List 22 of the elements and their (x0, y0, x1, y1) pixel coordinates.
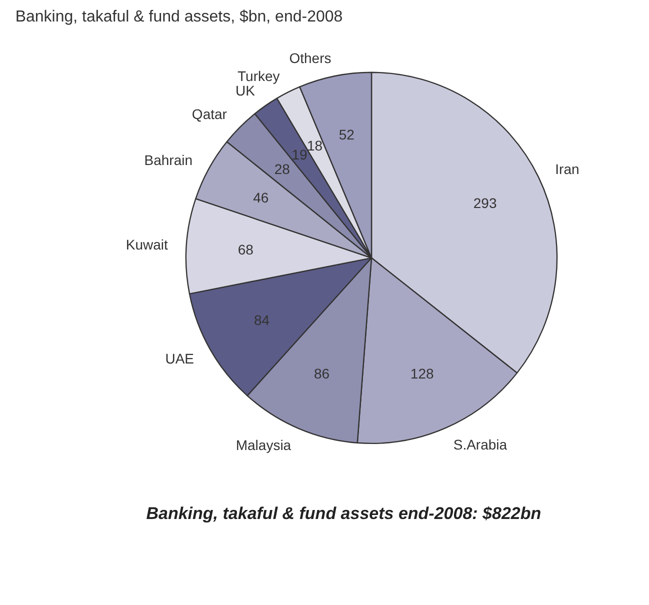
slice-label: Others (289, 50, 332, 66)
data-label: 128 (410, 365, 434, 382)
slice-label: UAE (165, 350, 194, 366)
data-label: 52 (338, 126, 355, 142)
slice-label: UK (236, 82, 256, 99)
data-label: 19 (292, 146, 308, 163)
data-label: 86 (314, 366, 330, 382)
chart-title: Banking, takaful & fund assets, $bn, end-2008 (15, 8, 343, 26)
slice-label: Bahrain (144, 152, 193, 168)
data-label: 293 (473, 195, 497, 212)
data-label: 84 (254, 312, 270, 328)
slice-label: Kuwait (126, 236, 168, 253)
slice-label: Malaysia (236, 437, 292, 454)
data-label: 68 (238, 242, 254, 258)
data-label: 18 (307, 137, 323, 154)
data-label: 28 (274, 161, 290, 178)
text: Banking, takaful & fund assets end-2008: $822bn (146, 504, 542, 523)
slice-label: Iran (555, 161, 580, 178)
slice-label: Turkey (238, 68, 280, 84)
data-label: 46 (253, 189, 269, 206)
slice-label: S.Arabia (453, 436, 508, 453)
slice-label: Qatar (192, 106, 228, 122)
